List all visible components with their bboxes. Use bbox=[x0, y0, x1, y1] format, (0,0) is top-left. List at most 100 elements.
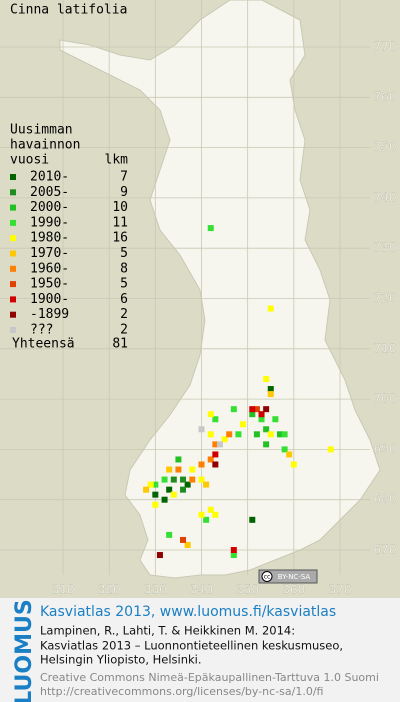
y-tick-label: 740 bbox=[374, 190, 397, 204]
x-tick-label: 310 bbox=[52, 583, 75, 597]
occurrence-square bbox=[230, 406, 237, 413]
legend-swatch bbox=[10, 311, 16, 318]
occurrence-square bbox=[207, 411, 214, 418]
occurrence-square bbox=[212, 416, 219, 423]
legend-count: 9 bbox=[120, 185, 128, 200]
legend-heading: Uusimman bbox=[10, 123, 73, 138]
occurrence-square bbox=[263, 426, 270, 433]
occurrence-square bbox=[290, 461, 297, 468]
legend-swatch bbox=[10, 174, 16, 180]
occurrence-square bbox=[249, 411, 256, 418]
legend-swatch bbox=[10, 204, 16, 211]
footer-background bbox=[0, 598, 400, 702]
occurrence-square bbox=[180, 486, 187, 493]
occurrence-square bbox=[286, 451, 293, 458]
y-tick-label: 670 bbox=[374, 543, 397, 557]
occurrence-square bbox=[267, 431, 274, 438]
legend-label: 1960- bbox=[30, 261, 69, 276]
occurrence-square bbox=[156, 552, 163, 559]
occurrence-square bbox=[147, 481, 154, 488]
legend-swatch bbox=[10, 265, 16, 272]
occurrence-square bbox=[189, 476, 196, 483]
occurrence-square bbox=[226, 431, 233, 438]
legend-count: 2 bbox=[120, 323, 128, 338]
occurrence-square bbox=[180, 536, 187, 543]
occurrence-square bbox=[175, 466, 182, 473]
occurrence-square bbox=[207, 431, 214, 438]
x-tick-label: 320 bbox=[98, 583, 121, 597]
legend-count: 8 bbox=[120, 261, 128, 276]
occurrence-square bbox=[249, 406, 256, 413]
occurrence-square bbox=[230, 552, 237, 559]
occurrence-square bbox=[152, 481, 159, 488]
x-tick-label: 350 bbox=[236, 583, 259, 597]
occurrence-square bbox=[253, 406, 260, 413]
occurrence-square bbox=[161, 496, 168, 503]
occurrence-square bbox=[276, 431, 283, 438]
occurrence-square bbox=[212, 451, 219, 458]
occurrence-square bbox=[166, 486, 173, 493]
legend-swatch bbox=[10, 219, 16, 226]
finland-outline bbox=[59, 0, 381, 579]
legend-label: ??? bbox=[30, 323, 53, 338]
legend-count: 7 bbox=[120, 170, 128, 185]
occurrence-square bbox=[180, 476, 187, 483]
legend-count-heading: lkm bbox=[105, 153, 129, 168]
legend-count: 5 bbox=[120, 246, 128, 261]
occurrence-square bbox=[267, 386, 274, 393]
legend-swatch bbox=[10, 281, 16, 288]
footer-headline: Kasviatlas 2013, www.luomus.fi/kasviatla… bbox=[40, 604, 336, 620]
legend-count: 6 bbox=[120, 292, 128, 307]
occurrence-square bbox=[263, 406, 270, 413]
occurrence-square bbox=[170, 476, 177, 483]
legend-heading: vuosi bbox=[10, 153, 49, 168]
y-tick-label: 730 bbox=[374, 241, 397, 255]
occurrence-square bbox=[198, 511, 205, 518]
occurrence-square bbox=[258, 416, 265, 423]
legend-label: 1970- bbox=[30, 246, 69, 261]
occurrence-square bbox=[327, 446, 334, 453]
legend-label: -1899 bbox=[30, 307, 69, 322]
occurrence-square bbox=[170, 491, 177, 498]
occurrence-square bbox=[143, 486, 150, 493]
y-tick-label: 750 bbox=[374, 140, 397, 154]
y-tick-label: 690 bbox=[374, 442, 397, 456]
y-tick-label: 710 bbox=[374, 341, 397, 355]
occurrence-square bbox=[152, 501, 159, 508]
legend-swatch bbox=[10, 189, 16, 196]
occurrence-square bbox=[207, 506, 214, 513]
legend-count: 11 bbox=[112, 215, 128, 230]
legend-total: 81 bbox=[112, 337, 128, 352]
occurrence-square bbox=[203, 516, 210, 523]
legend-swatch bbox=[10, 250, 16, 257]
occurrence-square bbox=[175, 456, 182, 463]
license-line: Creative Commons Nimeä-Epäkaupallinen-Ta… bbox=[40, 671, 379, 684]
legend-count: 5 bbox=[120, 277, 128, 292]
occurrence-square bbox=[263, 441, 270, 448]
y-tick-label: 700 bbox=[374, 392, 397, 406]
y-tick-label: 720 bbox=[374, 291, 397, 305]
legend-label: 1980- bbox=[30, 231, 69, 246]
occurrence-square bbox=[166, 466, 173, 473]
occurrence-square bbox=[263, 375, 270, 382]
legend-swatch bbox=[10, 296, 16, 303]
occurrence-square bbox=[212, 511, 219, 518]
legend-count: 2 bbox=[120, 307, 128, 322]
badge-license: BY-NC-SA bbox=[278, 573, 311, 581]
occurrence-square bbox=[203, 481, 210, 488]
occurrence-square bbox=[198, 426, 205, 433]
occurrence-square bbox=[258, 411, 265, 418]
occurrence-square bbox=[267, 305, 274, 312]
legend-count: 16 bbox=[112, 231, 128, 246]
citation-line: Lampinen, R., Lahti, T. & Heikkinen M. 2… bbox=[40, 624, 295, 638]
occurrence-square bbox=[161, 476, 168, 483]
occurrence-square bbox=[198, 461, 205, 468]
y-tick-label: 680 bbox=[374, 492, 397, 506]
occurrence-square bbox=[281, 431, 288, 438]
occurrence-square bbox=[235, 431, 242, 438]
x-tick-label: 360 bbox=[282, 583, 305, 597]
occurrence-square bbox=[189, 466, 196, 473]
legend-heading: havainnon bbox=[10, 138, 80, 153]
